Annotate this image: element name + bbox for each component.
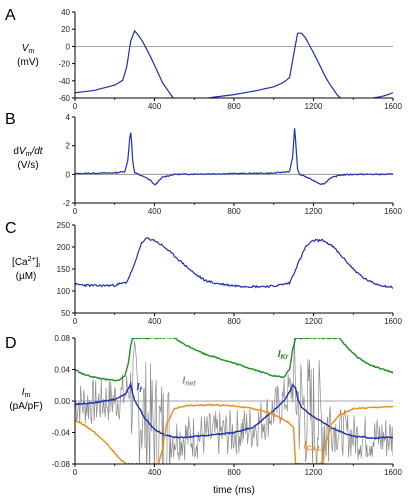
x-axis-label: time (ms) (213, 485, 255, 496)
series-line-A (75, 29, 393, 98)
x-tick-label: 400 (148, 468, 162, 477)
x-tick-label: 400 (148, 102, 162, 111)
x-tick-label: 400 (148, 207, 162, 216)
y-tick-label: -0.04 (52, 429, 71, 438)
annotation-if: If (137, 382, 143, 394)
y-tick-label: 50 (61, 309, 70, 318)
x-tick-label: 0 (73, 207, 78, 216)
x-tick-label: 1200 (305, 317, 323, 326)
y-tick-label: -0.08 (52, 460, 71, 469)
x-tick-label: 1600 (384, 317, 402, 326)
y-tick-label: -20 (58, 60, 70, 69)
panel-label-B: B (5, 111, 16, 128)
y-tick-label: 200 (57, 243, 71, 252)
x-tick-label: 800 (227, 102, 241, 111)
series-line-B (75, 128, 393, 186)
x-tick-label: 1600 (384, 207, 402, 216)
panel-label-D: D (5, 335, 17, 352)
x-tick-label: 800 (227, 468, 241, 477)
series-inet-line (75, 338, 393, 464)
x-tick-label: 1200 (305, 102, 323, 111)
y-tick-label: 4 (66, 113, 71, 122)
x-tick-label: 0 (73, 468, 78, 477)
x-tick-label: 800 (227, 207, 241, 216)
y-axis-unit: (V/s) (17, 160, 38, 171)
x-tick-label: 0 (73, 317, 78, 326)
series-if-line (75, 381, 393, 440)
x-tick-label: 400 (148, 317, 162, 326)
y-tick-label: -40 (58, 77, 70, 86)
series-ical-line (75, 403, 393, 464)
y-axis-label: dVm/dt (13, 146, 43, 158)
y-tick-label: 0 (66, 42, 71, 51)
y-tick-label: 250 (57, 221, 71, 230)
y-tick-label: -60 (58, 94, 70, 103)
y-tick-label: 2 (66, 142, 71, 151)
y-tick-label: 150 (57, 265, 71, 274)
y-axis-unit: (µM) (16, 271, 37, 282)
series-line-C (75, 237, 393, 289)
y-tick-label: -2 (63, 199, 71, 208)
y-tick-label: 40 (61, 8, 70, 17)
y-tick-label: 20 (61, 25, 70, 34)
y-axis-unit: (mV) (17, 57, 39, 68)
y-axis-label: [Ca2+]i (12, 256, 40, 269)
y-axis-label: Vm (22, 43, 35, 55)
x-tick-label: 1200 (305, 468, 323, 477)
annotation-inet: Inet (182, 376, 196, 388)
y-tick-label: 0.08 (54, 334, 70, 343)
y-axis-unit: (pA/pF) (9, 401, 42, 412)
y-tick-label: 100 (57, 287, 71, 296)
y-tick-label: 0.04 (54, 366, 70, 375)
panel-label-C: C (5, 220, 17, 237)
y-tick-label: 0.00 (54, 397, 70, 406)
x-tick-label: 1600 (384, 102, 402, 111)
panel-label-A: A (5, 7, 16, 24)
y-tick-label: 0 (66, 170, 71, 179)
x-tick-label: 1600 (384, 468, 402, 477)
x-tick-label: 800 (227, 317, 241, 326)
y-axis-label: Im (22, 387, 31, 399)
annotation-ical: ICa,L (304, 440, 322, 452)
x-tick-label: 1200 (305, 207, 323, 216)
series-ikr-line (75, 338, 393, 382)
x-tick-label: 0 (73, 102, 78, 111)
annotation-ikr: IKr (278, 349, 290, 361)
